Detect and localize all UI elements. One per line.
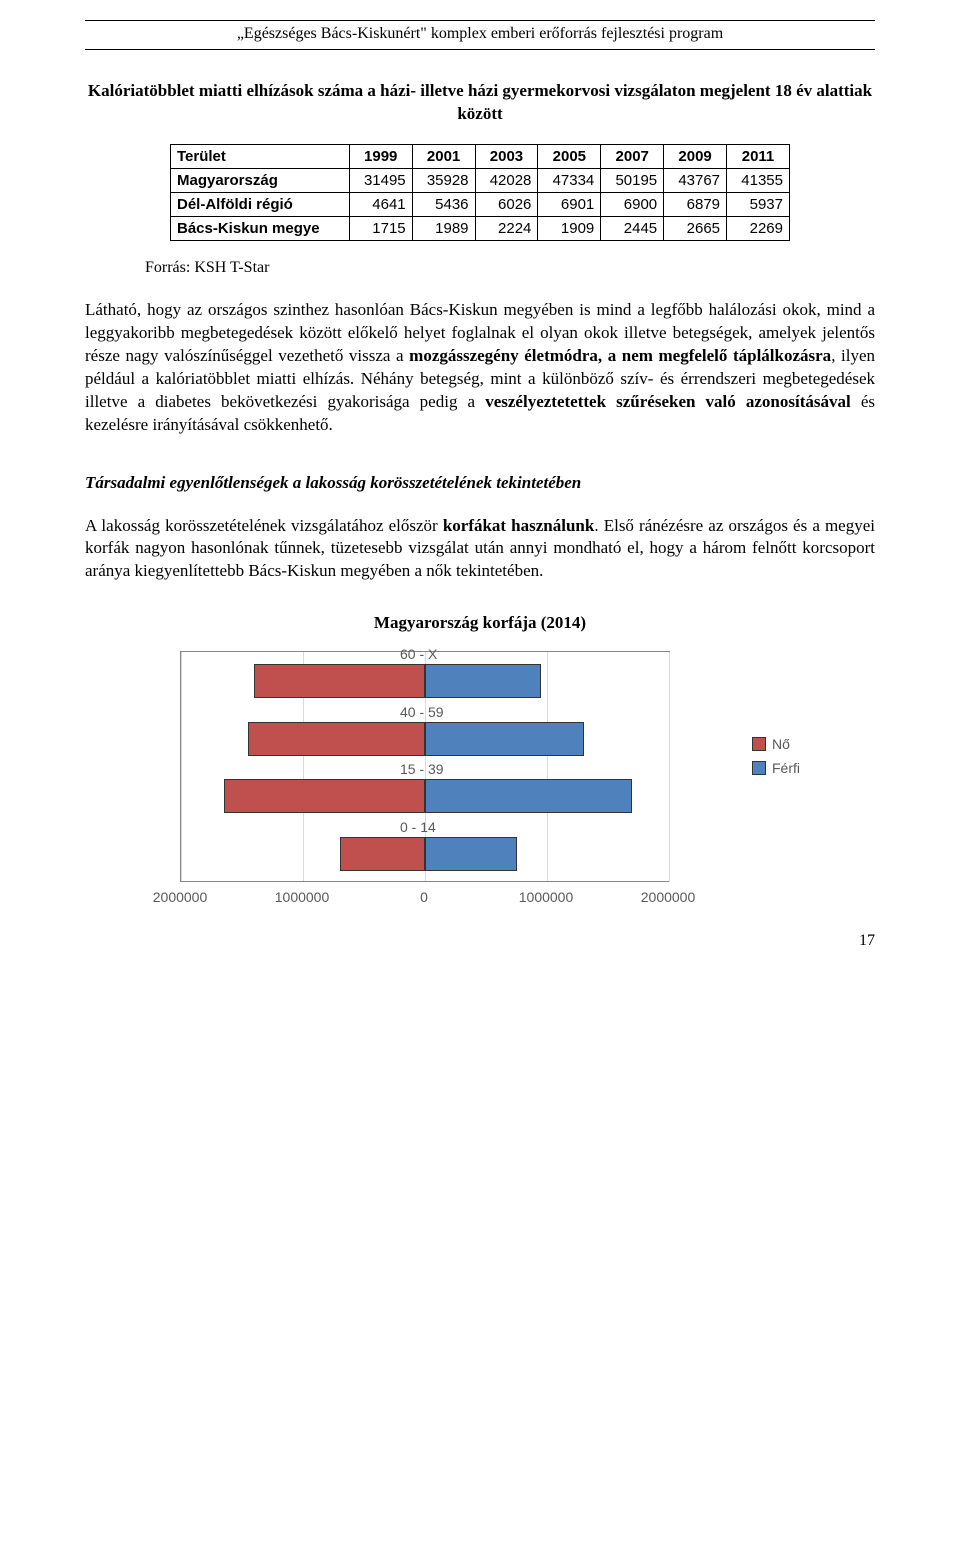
- text-bold: veszélyeztetettek szűréseken való azonos…: [485, 392, 851, 411]
- chart-x-tick-label: 1000000: [519, 889, 574, 905]
- table-row: Bács-Kiskun megye 1715 1989 2224 1909 24…: [171, 216, 790, 240]
- bar-male: [425, 722, 584, 756]
- table-row: Magyarország 31495 35928 42028 47334 501…: [171, 168, 790, 192]
- cell: 35928: [412, 168, 475, 192]
- page-number: 17: [85, 932, 875, 950]
- cell: 42028: [475, 168, 538, 192]
- cell: 1715: [349, 216, 412, 240]
- bar-male: [425, 664, 541, 698]
- cell: 2224: [475, 216, 538, 240]
- cell: 4641: [349, 192, 412, 216]
- data-table: Terület 1999 2001 2003 2005 2007 2009 20…: [170, 144, 790, 241]
- th-2007: 2007: [601, 144, 664, 168]
- chart-x-tick-label: 2000000: [153, 889, 208, 905]
- chart-x-tick-label: 2000000: [641, 889, 696, 905]
- cell: 6879: [664, 192, 727, 216]
- cell: 31495: [349, 168, 412, 192]
- text-bold: mozgásszegény életmódra, a nem megfelelő…: [409, 346, 831, 365]
- bar-male: [425, 837, 517, 871]
- bar-female: [248, 722, 425, 756]
- legend-item-female: Nő: [752, 736, 800, 752]
- bar-female: [224, 779, 425, 813]
- table-source: Forrás: KSH T-Star: [145, 259, 875, 277]
- chart-x-axis: [181, 881, 669, 882]
- chart-gridline: [547, 652, 548, 882]
- cell: 2269: [727, 216, 790, 240]
- bar-category-label: 0 - 14: [400, 819, 436, 835]
- row-label: Dél-Alföldi régió: [171, 192, 350, 216]
- row-label: Bács-Kiskun megye: [171, 216, 350, 240]
- bar-category-label: 15 - 39: [400, 761, 444, 777]
- cell: 6026: [475, 192, 538, 216]
- cell: 6900: [601, 192, 664, 216]
- chart-x-tick-label: 0: [420, 889, 428, 905]
- page-header: „Egészséges Bács-Kiskunért" komplex embe…: [85, 25, 875, 43]
- section-heading: Társadalmi egyenlőtlenségek a lakosság k…: [85, 473, 875, 493]
- bar-female: [254, 664, 425, 698]
- chart-title: Magyarország korfája (2014): [85, 613, 875, 633]
- bar-category-label: 40 - 59: [400, 704, 444, 720]
- paragraph-2: A lakosság korösszetételének vizsgálatáh…: [85, 515, 875, 584]
- text: A lakosság korösszetételének vizsgálatáh…: [85, 516, 443, 535]
- table-header-row: Terület 1999 2001 2003 2005 2007 2009 20…: [171, 144, 790, 168]
- th-2011: 2011: [727, 144, 790, 168]
- population-pyramid-chart: 60 - X40 - 5915 - 390 - 14 Nő Férfi 2000…: [160, 651, 800, 882]
- th-2001: 2001: [412, 144, 475, 168]
- th-1999: 1999: [349, 144, 412, 168]
- chart-x-tick-label: 1000000: [275, 889, 330, 905]
- bar-male: [425, 779, 632, 813]
- paragraph-1: Látható, hogy az országos szinthez hason…: [85, 299, 875, 437]
- cell: 2665: [664, 216, 727, 240]
- cell: 43767: [664, 168, 727, 192]
- chart-plot-area: 60 - X40 - 5915 - 390 - 14: [180, 651, 670, 882]
- section-title: Kalóriatöbblet miatti elhízások száma a …: [85, 80, 875, 126]
- table-row: Dél-Alföldi régió 4641 5436 6026 6901 69…: [171, 192, 790, 216]
- chart-gridline: [181, 652, 182, 882]
- cell: 6901: [538, 192, 601, 216]
- legend-label: Nő: [772, 736, 790, 752]
- row-label: Magyarország: [171, 168, 350, 192]
- cell: 50195: [601, 168, 664, 192]
- cell: 41355: [727, 168, 790, 192]
- chart-legend: Nő Férfi: [752, 736, 800, 784]
- th-2003: 2003: [475, 144, 538, 168]
- legend-item-male: Férfi: [752, 760, 800, 776]
- th-2009: 2009: [664, 144, 727, 168]
- text-bold: korfákat használunk: [443, 516, 595, 535]
- legend-swatch-icon: [752, 737, 766, 751]
- cell: 5436: [412, 192, 475, 216]
- cell: 1989: [412, 216, 475, 240]
- cell: 1909: [538, 216, 601, 240]
- th-terulet: Terület: [171, 144, 350, 168]
- th-2005: 2005: [538, 144, 601, 168]
- bar-female: [340, 837, 425, 871]
- bar-category-label: 60 - X: [400, 646, 437, 662]
- cell: 2445: [601, 216, 664, 240]
- chart-gridline: [669, 652, 670, 882]
- cell: 5937: [727, 192, 790, 216]
- legend-swatch-icon: [752, 761, 766, 775]
- legend-label: Férfi: [772, 760, 800, 776]
- cell: 47334: [538, 168, 601, 192]
